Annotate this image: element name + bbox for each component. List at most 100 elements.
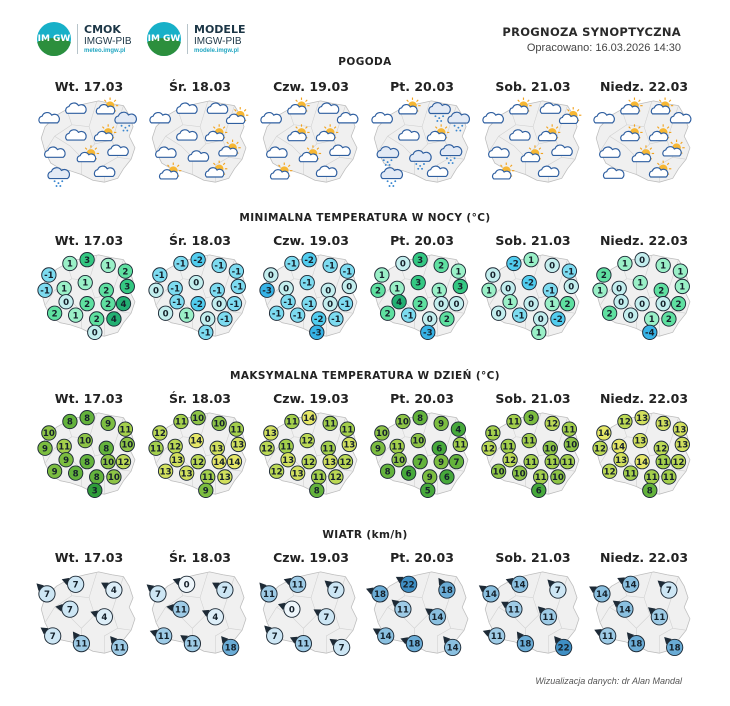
wind-direction-arrow — [264, 625, 272, 633]
value-label: 18 — [669, 644, 681, 654]
value-label: 3 — [124, 283, 130, 293]
value-marker: -1 — [169, 294, 185, 310]
value-label: 0 — [184, 580, 190, 590]
value-label: 0 — [639, 300, 645, 310]
value-label: -2 — [193, 256, 203, 266]
value-marker: 2 — [653, 282, 669, 298]
day-label: Niedz. 22.03 — [599, 391, 689, 406]
value-marker: 11 — [623, 465, 639, 481]
value-label: 18 — [519, 640, 531, 650]
value-label: 8 — [84, 414, 90, 424]
value-label: 11 — [175, 418, 187, 428]
value-label: 10 — [43, 429, 55, 439]
value-marker: -2 — [190, 252, 206, 268]
sun-cloud-icon — [298, 145, 322, 163]
cloud-rain-icon — [114, 111, 137, 132]
value-marker: 14 — [596, 425, 612, 441]
value-marker: 1 — [544, 296, 560, 312]
wind-direction-arrow — [617, 577, 625, 585]
value-marker: 9 — [433, 415, 449, 432]
value-label: 9 — [52, 467, 58, 477]
value-marker: 2 — [433, 257, 449, 274]
value-label: 11 — [158, 632, 170, 642]
sun-cloud-icon — [158, 162, 182, 180]
value-label: 2 — [105, 300, 111, 310]
value-marker: 7 — [547, 579, 567, 599]
cloud-icon — [176, 102, 198, 114]
weather-map — [479, 97, 589, 191]
value-label: 0 — [205, 315, 211, 325]
cloud-icon — [317, 102, 340, 114]
value-marker: -1 — [268, 305, 285, 321]
cloud-icon — [669, 112, 692, 124]
value-label: 1 — [677, 267, 683, 277]
wind-direction-arrow — [372, 628, 381, 636]
cloud-icon — [488, 146, 510, 158]
value-label: 1 — [679, 283, 685, 293]
value-marker: 1 — [592, 282, 608, 298]
sun-cloud-icon — [620, 97, 643, 115]
value-label: 0 — [618, 298, 624, 308]
wind-map: 14 14 7 14 11 11 18 18 — [589, 569, 700, 662]
wind-direction-arrow — [289, 636, 298, 644]
value-label: 13 — [181, 469, 193, 479]
value-marker: 10 — [106, 469, 122, 485]
logo-modele[interactable]: IM GW MODELE IMGW-PIB modele.imgw.pl — [147, 22, 245, 56]
value-marker: 13 — [674, 436, 690, 453]
value-marker: 12 — [115, 454, 132, 470]
value-marker: 4 — [115, 296, 132, 312]
cloud-icon — [426, 165, 449, 178]
value-marker: 10 — [391, 452, 407, 468]
value-marker: 14 — [617, 575, 640, 593]
logo-cmok[interactable]: IM GW CMOK IMGW-PIB meteo.imgw.pl — [37, 22, 132, 56]
value-label: -1 — [545, 286, 555, 296]
value-marker: 7 — [146, 584, 167, 603]
tmin-map: 2 1 0 1 1 1 1 0 1 2 0 0 0 2 2 0 1 2 -4 — [590, 252, 700, 345]
value-marker: 0 — [277, 600, 301, 618]
value-label: 11 — [286, 418, 298, 428]
value-marker: 0 — [211, 296, 227, 312]
value-marker: 13 — [157, 463, 174, 479]
value-marker: 0 — [533, 311, 549, 327]
value-marker: 0 — [613, 294, 629, 310]
day-label: Pt. 20.03 — [390, 233, 454, 248]
value-label: 11 — [454, 441, 466, 451]
value-marker: -2 — [521, 274, 537, 291]
logo-url: meteo.imgw.pl — [84, 47, 126, 54]
value-marker: 7 — [313, 608, 335, 626]
value-label: 11 — [280, 443, 292, 453]
value-marker: -1 — [228, 263, 245, 279]
value-label: 4 — [120, 300, 126, 310]
value-marker: 11 — [521, 432, 537, 449]
value-marker: 7 — [448, 454, 465, 470]
value-marker: 13 — [341, 436, 357, 453]
value-label: -2 — [524, 279, 534, 289]
value-label: 11 — [230, 425, 242, 435]
value-marker: 9 — [433, 454, 449, 470]
value-marker: 12 — [592, 440, 608, 456]
value-label: 0 — [438, 300, 444, 310]
wind-direction-arrow — [400, 637, 409, 645]
value-label: 11 — [397, 605, 409, 615]
value-marker: 13 — [209, 440, 225, 456]
value-marker: 8 — [67, 465, 84, 481]
value-label: 8 — [94, 473, 100, 483]
value-label: 1 — [82, 279, 88, 289]
value-marker: 0 — [278, 280, 294, 296]
value-marker: 7 — [324, 580, 345, 599]
value-label: 4 — [396, 298, 402, 308]
value-marker: 10 — [563, 436, 579, 453]
value-label: 7 — [67, 605, 73, 615]
value-label: 10 — [397, 418, 409, 428]
value-label: -3 — [312, 329, 322, 339]
value-marker: 1 — [431, 282, 447, 298]
value-marker: 0 — [188, 274, 204, 291]
value-label: 2 — [658, 286, 664, 296]
value-marker: 7 — [212, 581, 234, 599]
value-label: 11 — [119, 425, 131, 435]
value-marker: 9 — [58, 452, 74, 468]
cloud-icon — [329, 144, 351, 156]
value-label: -3 — [423, 329, 433, 339]
value-marker: 22 — [554, 636, 573, 657]
value-marker: 7 — [61, 575, 85, 593]
